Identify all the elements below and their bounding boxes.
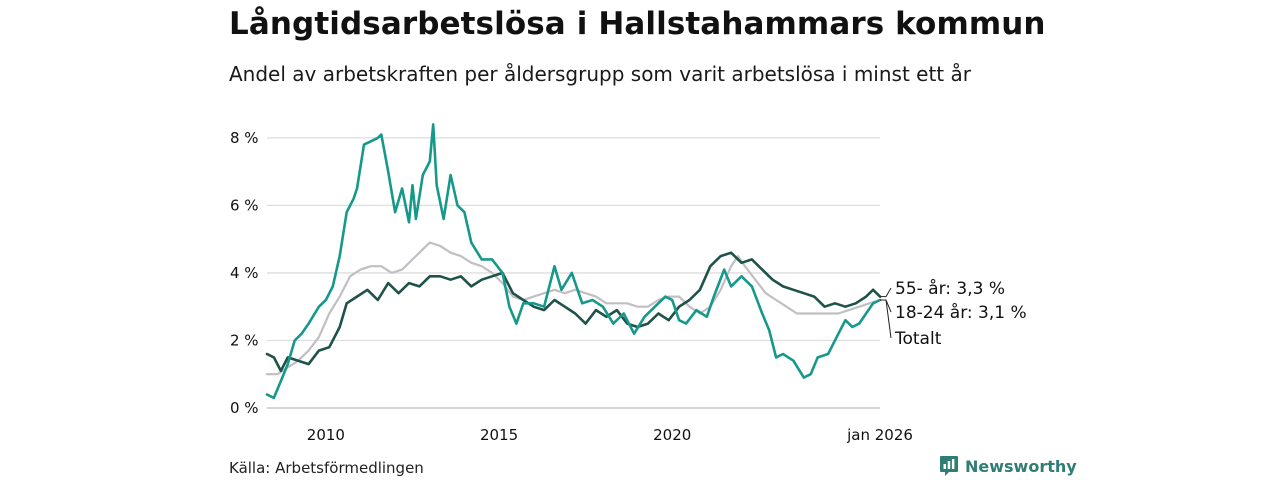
end-label-text: 55- år: 3,3 % — [895, 278, 1005, 299]
y-tick-label: 6 % — [230, 196, 259, 214]
leader-line — [880, 299, 892, 339]
brand-name: Newsworthy — [965, 456, 1077, 476]
y-tick-label: 2 % — [230, 331, 259, 349]
series-lines — [265, 123, 882, 400]
newsworthy-logo: Newsworthy — [939, 455, 1077, 477]
leader-line — [880, 287, 892, 298]
newsworthy-logo-icon — [940, 456, 958, 476]
end-label-text: Totalt — [894, 329, 942, 349]
chart-subtitle: Andel av arbetskraften per åldersgrupp s… — [229, 62, 971, 86]
gridlines — [267, 137, 880, 409]
y-axis-labels: 0 % 2 % 4 % 6 % 8 % — [230, 129, 259, 417]
x-axis-labels: 2010 2015 2020 jan 2026 — [307, 426, 913, 444]
end-labels: 55- år: 3,3 % 18-24 år: 3,1 % Totalt — [880, 278, 1027, 349]
y-tick-label: 0 % — [230, 399, 259, 417]
x-tick-label: jan 2026 — [846, 426, 913, 444]
series-line-totalt — [265, 241, 882, 376]
source-note: Källa: Arbetsförmedlingen — [229, 459, 424, 477]
leader-line — [880, 299, 892, 313]
line-chart: 0 % 2 % 4 % 6 % 8 % 2010 2015 2020 jan 2026 55-… — [230, 123, 1027, 444]
series-line-18-24-r — [265, 123, 882, 400]
chart-title: Långtidsarbetslösa i Hallstahammars komm… — [229, 6, 1046, 42]
end-label-text: 18-24 år: 3,1 % — [895, 302, 1027, 323]
x-tick-label: 2015 — [480, 426, 518, 444]
y-tick-label: 8 % — [230, 129, 259, 147]
y-tick-label: 4 % — [230, 264, 259, 282]
x-tick-label: 2010 — [307, 426, 345, 444]
series-line-55-r — [265, 251, 882, 373]
x-tick-label: 2020 — [653, 426, 691, 444]
